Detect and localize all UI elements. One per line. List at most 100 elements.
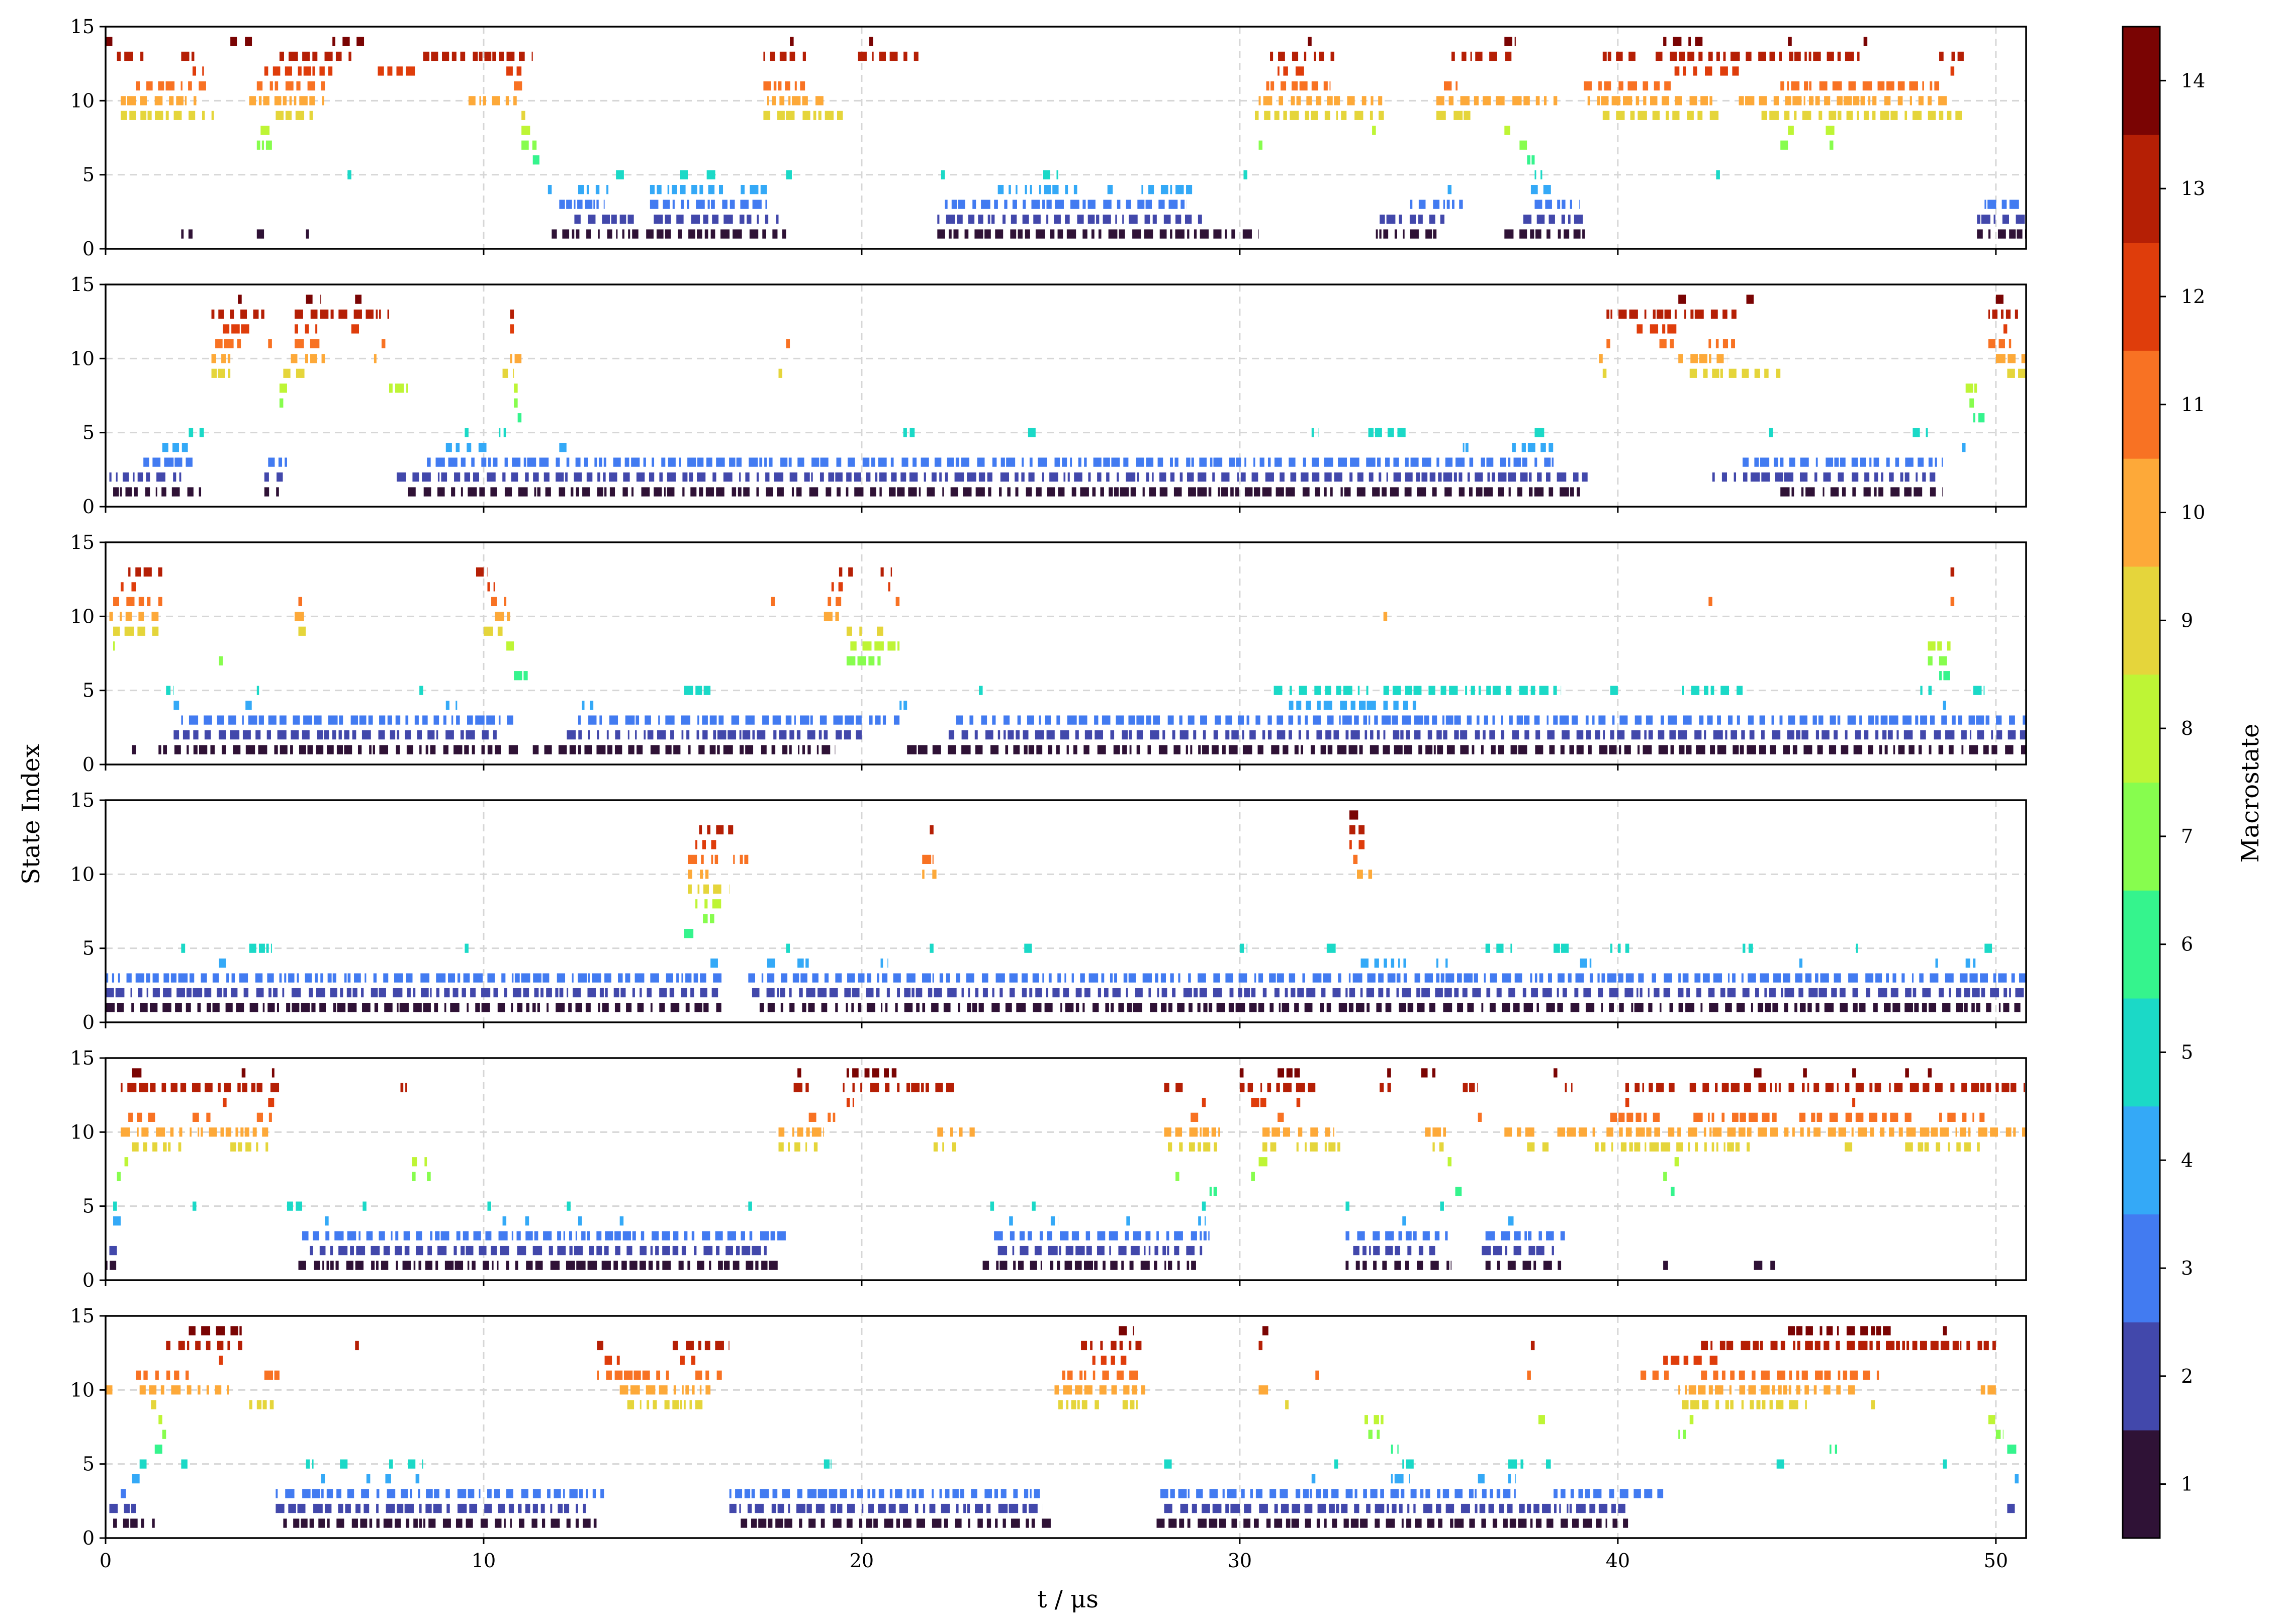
dwell-mark xyxy=(1601,1142,1606,1152)
dwell-mark xyxy=(1080,973,1085,983)
dwell-mark xyxy=(1719,1341,1725,1351)
y-tick-label: 15 xyxy=(70,531,95,553)
dwell-mark xyxy=(605,988,608,998)
dwell-mark xyxy=(1060,1003,1062,1012)
dwell-mark xyxy=(386,1503,395,1513)
dwell-mark xyxy=(1158,745,1168,754)
dwell-mark xyxy=(950,487,958,497)
dwell-mark xyxy=(471,457,475,467)
dwell-mark xyxy=(352,988,357,998)
dwell-mark xyxy=(587,1261,597,1270)
dwell-mark xyxy=(603,472,606,482)
dwell-mark xyxy=(1488,1503,1494,1513)
dwell-mark xyxy=(665,229,671,239)
dwell-mark xyxy=(1603,730,1605,740)
dwell-mark xyxy=(242,1083,248,1093)
dwell-mark xyxy=(1804,51,1807,61)
dwell-mark xyxy=(1393,730,1400,740)
dwell-mark xyxy=(137,1127,139,1137)
dwell-mark xyxy=(1328,1142,1336,1152)
dwell-mark xyxy=(1914,1003,1919,1012)
dwell-mark xyxy=(106,988,114,998)
dwell-mark xyxy=(1212,1503,1222,1513)
dwell-mark xyxy=(1148,1246,1151,1256)
dwell-mark xyxy=(1482,1246,1491,1256)
dwell-mark xyxy=(586,184,589,195)
dwell-mark xyxy=(789,730,794,740)
dwell-mark xyxy=(1618,745,1621,754)
dwell-mark xyxy=(939,472,942,482)
dwell-mark xyxy=(1073,184,1077,195)
state-13-segments xyxy=(121,1083,2025,1093)
dwell-mark xyxy=(824,612,833,621)
dwell-mark xyxy=(668,457,676,467)
dwell-mark xyxy=(1319,51,1324,61)
dwell-mark xyxy=(211,111,214,120)
dwell-mark xyxy=(1990,988,1999,998)
dwell-mark xyxy=(186,988,192,998)
dwell-mark xyxy=(525,1503,530,1513)
dwell-mark xyxy=(1274,1503,1278,1513)
dwell-mark xyxy=(1394,229,1397,239)
dwell-mark xyxy=(1848,973,1858,983)
dwell-mark xyxy=(563,1489,565,1498)
dwell-mark xyxy=(1385,457,1390,467)
dwell-mark xyxy=(1922,988,1931,998)
dwell-mark xyxy=(427,457,431,467)
dwell-mark xyxy=(423,51,430,61)
dwell-mark xyxy=(113,641,115,651)
state-12-segments xyxy=(219,1356,1718,1365)
dwell-mark xyxy=(1066,1400,1069,1409)
dwell-mark xyxy=(198,1385,201,1395)
dwell-mark xyxy=(1102,715,1111,725)
dwell-mark xyxy=(1028,745,1035,754)
dwell-mark xyxy=(1241,1489,1245,1498)
dwell-mark xyxy=(1406,1459,1414,1469)
dwell-mark xyxy=(1869,1083,1873,1093)
dwell-mark xyxy=(1065,1246,1073,1256)
dwell-mark xyxy=(1888,1127,1894,1137)
dwell-mark xyxy=(264,487,269,497)
dwell-mark xyxy=(318,1518,325,1528)
dwell-mark xyxy=(1570,487,1574,497)
dwell-mark xyxy=(444,988,450,998)
dwell-mark xyxy=(199,745,208,754)
dwell-mark xyxy=(1064,973,1066,983)
dwell-mark xyxy=(487,567,488,577)
dwell-mark xyxy=(792,973,799,983)
dwell-mark xyxy=(1761,730,1765,740)
dwell-mark xyxy=(1191,457,1194,467)
dwell-mark xyxy=(889,51,898,61)
dwell-mark xyxy=(739,730,742,740)
dwell-mark xyxy=(1339,715,1341,725)
dwell-mark xyxy=(1295,66,1304,76)
dwell-mark xyxy=(1383,612,1388,621)
dwell-mark xyxy=(480,1518,488,1528)
dwell-mark xyxy=(1492,1518,1498,1528)
dwell-mark xyxy=(1075,1385,1082,1395)
dwell-mark xyxy=(1640,1370,1647,1380)
dwell-mark xyxy=(1617,730,1625,740)
dwell-mark xyxy=(878,1503,886,1513)
state-14-segments xyxy=(1349,810,1358,820)
dwell-mark xyxy=(1485,1261,1491,1270)
dwell-mark xyxy=(120,487,122,497)
dwell-mark xyxy=(1157,988,1159,998)
dwell-mark xyxy=(1725,1400,1729,1409)
dwell-mark xyxy=(994,200,998,209)
dwell-mark xyxy=(164,457,174,467)
dwell-mark xyxy=(1103,457,1110,467)
dwell-mark xyxy=(1731,1083,1740,1093)
dwell-mark xyxy=(903,1518,912,1528)
dwell-mark xyxy=(456,1518,463,1528)
dwell-mark xyxy=(1567,1127,1576,1137)
dwell-mark xyxy=(143,567,152,577)
dwell-mark xyxy=(1572,715,1578,725)
dwell-mark xyxy=(1064,1261,1072,1270)
dwell-mark xyxy=(1935,958,1938,968)
dwell-mark xyxy=(1678,730,1687,740)
dwell-mark xyxy=(1399,1503,1403,1513)
dwell-mark xyxy=(1916,472,1918,482)
dwell-mark xyxy=(1004,200,1008,209)
dwell-mark xyxy=(1670,339,1674,349)
